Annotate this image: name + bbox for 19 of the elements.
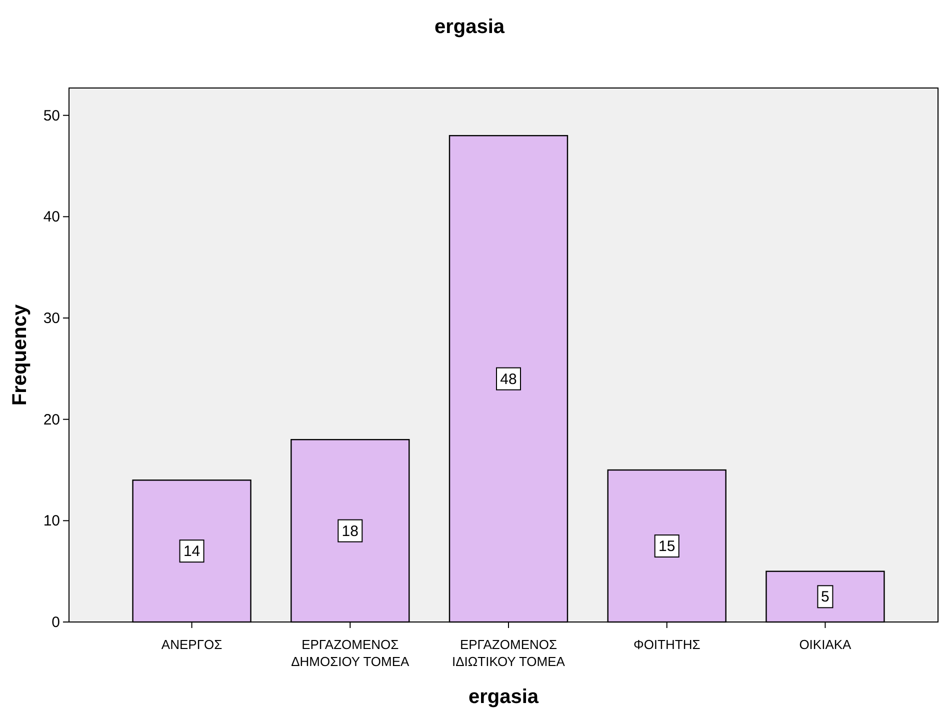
x-tick-label: ΕΡΓΑΖΟΜΕΝΟΣ ΙΔΙΩΤΙΚΟΥ ΤΟΜΕΑ bbox=[452, 637, 566, 669]
data-label: 48 bbox=[500, 370, 517, 388]
data-label: 5 bbox=[821, 588, 830, 606]
y-tick-label: 10 bbox=[43, 512, 60, 530]
chart-title: ergasia bbox=[434, 16, 506, 38]
y-tick-label: 40 bbox=[43, 208, 60, 226]
x-tick-label: ΦΟΙΤΗΤΗΣ bbox=[633, 637, 700, 652]
y-axis-title: Frequency bbox=[9, 304, 31, 406]
y-tick-label: 30 bbox=[43, 310, 60, 328]
x-tick-label: ΕΡΓΑΖΟΜΕΝΟΣ ΔΗΜΟΣΙΟΥ ΤΟΜΕΑ bbox=[291, 637, 410, 669]
y-tick-label: 50 bbox=[43, 107, 60, 124]
data-label: 14 bbox=[183, 543, 200, 560]
data-label: 18 bbox=[342, 522, 358, 540]
x-axis-title: ergasia bbox=[468, 686, 540, 708]
x-tick-label: ΟΙΚΙΑΚΑ bbox=[799, 637, 852, 652]
y-tick-label: 0 bbox=[52, 614, 60, 631]
data-label: 15 bbox=[658, 538, 676, 556]
x-tick-label: ΑΝΕΡΓΟΣ bbox=[161, 637, 222, 652]
y-tick-label: 20 bbox=[43, 411, 60, 428]
